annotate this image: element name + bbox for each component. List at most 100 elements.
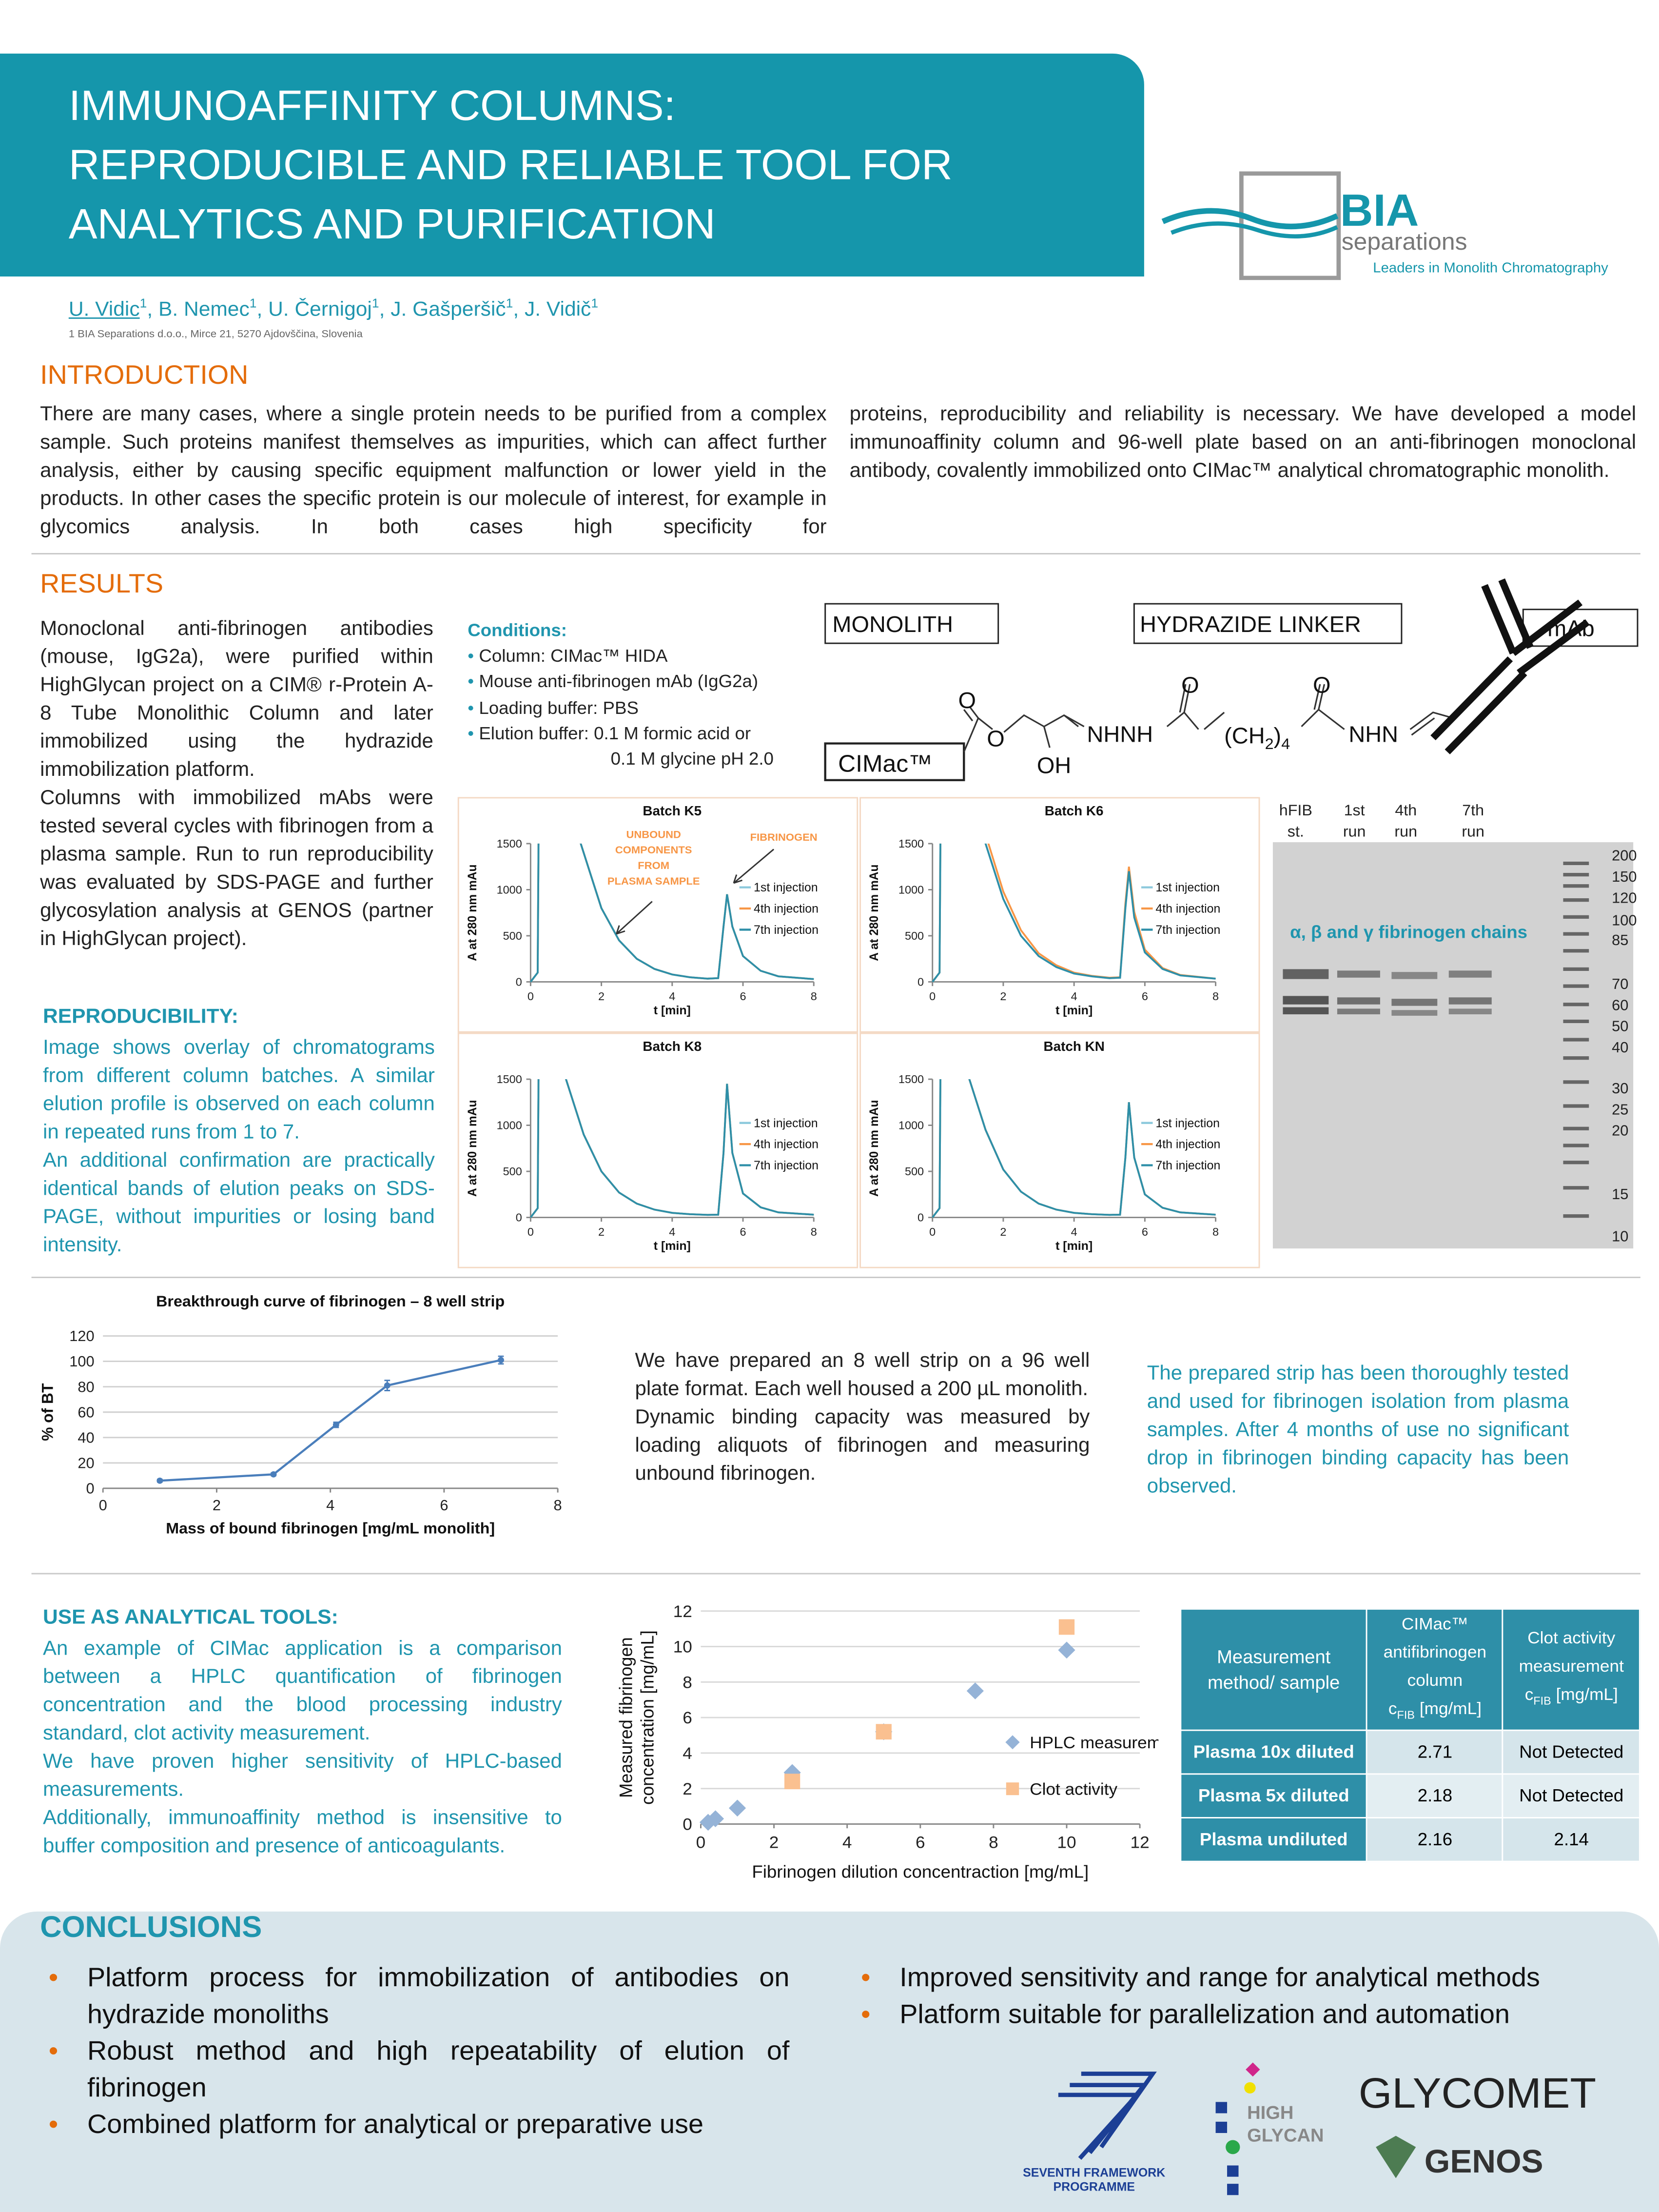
analytical-text: An example of CIMac application is a com… xyxy=(43,1635,562,1861)
header-cell: Measurement method/ sample xyxy=(1180,1608,1368,1732)
section-heading: INTRODUCTION xyxy=(40,361,249,391)
atom-part: ) xyxy=(1274,723,1282,749)
paragraph: Dynamic binding capacity was measured by… xyxy=(635,1406,1090,1486)
fp7-mark xyxy=(1058,2072,1157,2160)
ladder-label: 150 xyxy=(1612,869,1637,885)
y-tick-label: 1000 xyxy=(497,1119,522,1132)
author: U. Vidic xyxy=(68,298,140,322)
y-tick-label: 6 xyxy=(683,1708,692,1727)
ladder-label: 60 xyxy=(1612,997,1628,1013)
band xyxy=(1391,999,1438,1006)
band xyxy=(1337,1008,1380,1014)
legend-label: 4th injection xyxy=(754,903,819,916)
chart: 0 2 4 6 8 10 12 0 2 4 6 8 10 12 Fibrinogen dilution co… xyxy=(616,1602,1158,1881)
author-sup: 1 xyxy=(591,296,599,311)
legend-label: 7th injection xyxy=(1155,1159,1220,1172)
divider xyxy=(31,1277,1640,1278)
lane-label: run xyxy=(1394,823,1417,840)
unit-sub: FIB xyxy=(1397,1709,1415,1722)
condition-text: Column: CIMac™ HIDA xyxy=(479,646,668,667)
unit: [mg/mL] xyxy=(1556,1684,1618,1704)
point xyxy=(1058,1619,1075,1635)
legend-label: 1st injection xyxy=(1155,881,1220,894)
results-text: Monoclonal anti-fibrinogen antibodies (m… xyxy=(40,615,433,953)
header-cell: Clot activity measurement cFIB [mg/mL] xyxy=(1502,1608,1640,1732)
y-tick-label: 500 xyxy=(905,929,924,942)
x-axis-label: t [min] xyxy=(1055,1240,1093,1253)
legend-label: 7th injection xyxy=(754,1159,819,1172)
paragraph: An example of CIMac application is a com… xyxy=(43,1638,562,1745)
band xyxy=(1283,996,1329,1005)
genos-mark xyxy=(1376,2135,1416,2178)
x-tick-label: 4 xyxy=(1071,990,1077,1003)
x-tick-label: 0 xyxy=(99,1497,107,1514)
x-tick-label: 6 xyxy=(740,1225,746,1238)
band xyxy=(1337,997,1380,1005)
annotation: UNBOUND xyxy=(626,828,681,840)
authors: U. Vidic1, B. Nemec1, U. Černigoj1, J. G… xyxy=(69,296,598,322)
antibody-arm xyxy=(1511,599,1583,656)
unit: [mg/mL] xyxy=(1419,1698,1482,1718)
ladder-label: 85 xyxy=(1612,932,1628,948)
table-row: Plasma undiluted 2.16 2.14 xyxy=(1180,1817,1640,1863)
atom: NHNH xyxy=(1087,722,1153,747)
band xyxy=(1448,970,1492,978)
author: , B. Nemec xyxy=(147,298,250,322)
annotation: COMPONENTS xyxy=(615,844,692,856)
x-tick-label: 4 xyxy=(1071,1225,1077,1238)
author: , U. Černigoj xyxy=(256,298,372,322)
legend-swatch xyxy=(1006,1782,1019,1796)
y-tick-label: 1000 xyxy=(497,884,522,896)
y-tick-label: 1500 xyxy=(898,1073,924,1086)
point xyxy=(332,1422,339,1428)
highglycan-text: HIGH xyxy=(1247,2103,1293,2123)
author-sup: 1 xyxy=(371,296,379,311)
genos-text: GENOS xyxy=(1425,2143,1543,2179)
series-line xyxy=(932,1079,1216,1218)
ladder-label: 40 xyxy=(1612,1039,1628,1056)
y-tick-label: 500 xyxy=(503,929,522,942)
band xyxy=(1337,970,1380,978)
glycan-circle xyxy=(1226,2140,1240,2154)
atom: NHN xyxy=(1348,722,1398,747)
bands xyxy=(1283,861,1589,1218)
legend-label: 7th injection xyxy=(754,924,819,937)
glycan-square xyxy=(1215,2102,1228,2113)
x-tick-label: 10 xyxy=(1057,1833,1076,1852)
atom-part: (CH xyxy=(1224,723,1265,749)
ladder-label: 50 xyxy=(1612,1018,1628,1035)
x-tick-label: 4 xyxy=(669,990,675,1003)
legend-label: 1st injection xyxy=(754,881,818,894)
y-tick-label: 0 xyxy=(516,1211,522,1224)
point xyxy=(498,1357,504,1363)
x-tick-label: 0 xyxy=(929,1225,936,1238)
atom: O xyxy=(987,726,1005,751)
title-line: IMMUNOAFFINITY COLUMNS: xyxy=(68,83,676,130)
y-tick-label: 0 xyxy=(86,1481,94,1497)
conclusion: Platform suitable for parallelization an… xyxy=(852,1997,1624,2034)
paragraph: Columns with immobilized mAbs were teste… xyxy=(40,787,433,951)
chart-frame: Batch K8 0 500 1000 1500 0 2 4 6 8 t [min] A at 280… xyxy=(457,1032,859,1268)
conclusion: Improved sensitivity and range for analy… xyxy=(852,1961,1624,1997)
x-tick-label: 8 xyxy=(811,1225,817,1238)
point xyxy=(384,1382,390,1389)
y-axis-label: Measured fibrinogen xyxy=(616,1637,636,1798)
label-box xyxy=(824,603,999,644)
point xyxy=(784,1774,800,1790)
band xyxy=(1448,1008,1492,1014)
fp7-text: SEVENTH FRAMEWORK xyxy=(1023,2167,1165,2180)
table-body: Plasma 10x diluted 2.71 Not Detected Plasma… xyxy=(1180,1730,1640,1863)
bond-lines xyxy=(963,684,1454,752)
title-line: ANALYTICS AND PURIFICATION xyxy=(68,201,716,249)
ladder-label: 120 xyxy=(1612,890,1637,907)
x-tick-label: 8 xyxy=(989,1833,998,1852)
author: , J. Gašperšič xyxy=(379,298,506,322)
y-tick-label: 1500 xyxy=(497,837,522,850)
ladder-label: 70 xyxy=(1612,976,1628,992)
y-axis-label: % of BT xyxy=(39,1383,56,1441)
y-axis-label: A at 280 nm mAu xyxy=(466,864,479,961)
affiliation: 1 BIA Separations d.o.o., Mirce 21, 5270… xyxy=(68,327,363,340)
y-tick-label: 500 xyxy=(905,1165,924,1178)
highglycan-text: GLYCAN xyxy=(1247,2126,1324,2146)
chart-frame: Batch KN 0 500 1000 1500 0 2 4 6 8 t [min] A at 280… xyxy=(859,1032,1260,1268)
